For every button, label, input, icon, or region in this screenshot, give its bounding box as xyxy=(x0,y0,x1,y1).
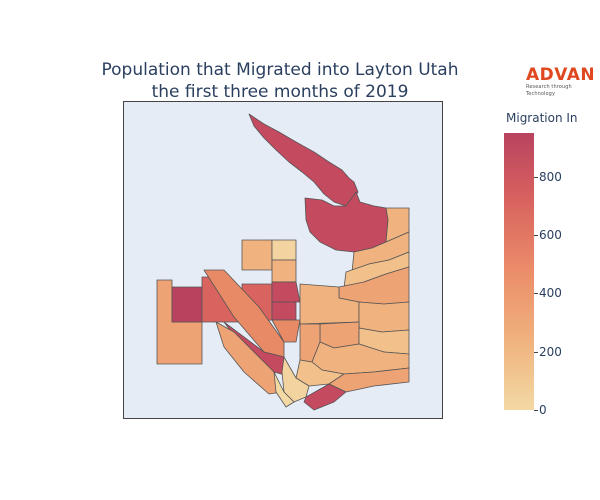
colorbar-tick-mark xyxy=(534,176,538,178)
map-plot-area[interactable] xyxy=(123,101,443,419)
region-s-tip[interactable] xyxy=(273,371,295,408)
colorbar-tick-mark xyxy=(534,293,538,295)
region-tc-2[interactable] xyxy=(271,239,297,261)
region-se-5[interactable] xyxy=(303,383,347,411)
region-se-3[interactable] xyxy=(328,367,410,393)
region-diag-1[interactable] xyxy=(203,269,285,358)
region-center-3[interactable] xyxy=(271,301,297,321)
map-title-line1: Population that Migrated into Layton Uta… xyxy=(101,60,459,80)
region-river-north[interactable] xyxy=(248,113,359,207)
colorbar-tick-label: 200 xyxy=(539,344,562,359)
region-center-4[interactable] xyxy=(271,281,301,303)
colorbar-tick-label: 400 xyxy=(539,286,562,301)
colorbar-tick-mark xyxy=(534,351,538,353)
region-west-dark[interactable] xyxy=(171,286,203,323)
region-diag-3[interactable] xyxy=(215,321,283,395)
logo-wordmark: ADVAN xyxy=(526,65,596,85)
region-tc-3[interactable] xyxy=(271,259,297,283)
colorbar-tick-mark xyxy=(534,410,538,411)
colorbar-tick-mark xyxy=(534,235,538,237)
colorbar-tick-label: 600 xyxy=(539,228,562,243)
region-em-2[interactable] xyxy=(358,301,410,333)
colorbar-title: Migration In xyxy=(506,111,578,125)
colorbar-tick-label: 0 xyxy=(539,403,547,417)
map-title-line2: the first three months of 2019 xyxy=(151,82,409,102)
advan-logo: ADVAN Research through Technology xyxy=(526,65,596,98)
choropleth-map[interactable] xyxy=(124,102,443,419)
region-center-5[interactable] xyxy=(271,319,301,343)
logo-tagline: Research through Technology xyxy=(526,84,572,97)
region-se-4[interactable] xyxy=(281,356,310,403)
region-tc-1[interactable] xyxy=(241,239,273,271)
colorbar xyxy=(504,133,534,410)
colorbar-tick-label: 800 xyxy=(539,169,562,184)
